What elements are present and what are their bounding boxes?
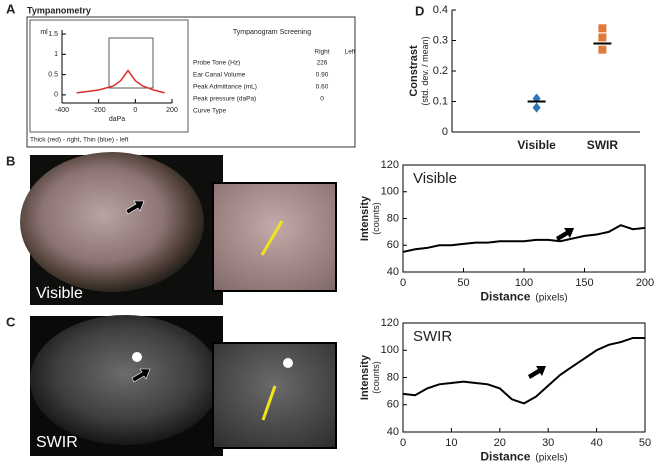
image-label: Visible [36, 285, 83, 302]
x-axis-label: Distance (pixels) [480, 449, 567, 463]
y-tick-label: 0.4 [433, 4, 448, 16]
data-point [532, 102, 541, 113]
normal-range-box [108, 37, 154, 89]
x-tick-label: 10 [445, 437, 457, 449]
x-tick-label: 150 [575, 277, 593, 289]
x-axis-label: Distance [480, 289, 530, 303]
x-axis-unit: (pixels) [535, 292, 567, 303]
panel-frame [26, 16, 356, 148]
y-tick-label: 40 [387, 266, 399, 278]
table-label: Probe Tone (Hz) [193, 60, 240, 67]
data-point [598, 33, 607, 42]
y-tick-label: 0 [54, 92, 58, 99]
y-axis-label: ml [40, 29, 48, 36]
y-tick-label: 80 [387, 212, 399, 224]
table-value: 0.60 [316, 84, 329, 91]
arrow [131, 368, 151, 383]
table-label: Peak Admittance (mL) [193, 84, 257, 91]
eardrum [20, 152, 204, 292]
x-tick-label: 0 [400, 437, 406, 449]
table-value: 226 [317, 60, 328, 67]
column-header: Right [314, 49, 329, 56]
x-tick-label: -400 [55, 107, 69, 114]
y-tick-label: 60 [387, 239, 399, 251]
caption: Thick (red) - right, Thin (blue) - left [30, 137, 129, 144]
panel-label: C [6, 314, 16, 329]
y-tick-label: 0 [442, 126, 448, 138]
profile-line [260, 220, 284, 256]
y-tick-label: 100 [381, 186, 399, 198]
y-tick-label: 80 [387, 371, 399, 383]
data-point [598, 24, 607, 33]
y-axis-unit: (std. dev. / mean) [420, 36, 430, 105]
arrow [556, 228, 574, 241]
y-tick-label: 1.5 [48, 31, 58, 38]
table-label: Ear Canal Volume [193, 72, 246, 79]
y-tick-label: 40 [387, 426, 399, 438]
x-tick-label: Visible [517, 138, 556, 152]
data-line [76, 69, 165, 94]
chart-title: Visible [413, 170, 457, 187]
x-tick-label: 200 [166, 107, 178, 114]
x-tick-label: 30 [542, 437, 554, 449]
y-axis-label: Constrast [408, 45, 420, 97]
table-label: Curve Type [193, 108, 227, 115]
x-tick-label: 100 [515, 277, 533, 289]
x-tick-label: 0 [400, 277, 406, 289]
reflection [132, 352, 142, 362]
panel-label: A [6, 1, 16, 16]
x-tick-label: SWIR [587, 138, 619, 152]
y-axis-label: Intensity [359, 354, 371, 400]
table-value: 0.90 [316, 72, 329, 79]
x-axis-label: daPa [109, 116, 125, 123]
x-tick-label: 50 [457, 277, 469, 289]
y-axis-unit: (counts) [371, 361, 381, 394]
y-tick-label: 1 [54, 51, 58, 58]
chart-title: SWIR [413, 328, 452, 345]
x-tick-label: 20 [494, 437, 506, 449]
y-tick-label: 120 [381, 159, 399, 171]
y-axis-label: Intensity(counts) [359, 195, 381, 241]
y-axis-label: Constrast(std. dev. / mean) [408, 36, 430, 105]
table-label: Peak pressure (daPa) [193, 96, 256, 103]
table-value: 0 [320, 96, 324, 103]
chart-title: Tympanometry [27, 5, 91, 15]
arrow [528, 366, 546, 379]
x-tick-label: -200 [92, 107, 106, 114]
arrow [125, 200, 145, 215]
profile-line [261, 385, 277, 421]
y-tick-label: 120 [381, 317, 399, 329]
inset-image [212, 182, 337, 292]
x-axis-label: daPa [109, 116, 125, 123]
image-label: SWIR [36, 434, 78, 451]
column-header: Left [345, 49, 356, 56]
x-tick-label: 0 [133, 107, 137, 114]
reflection [283, 358, 293, 368]
x-tick-label: 40 [590, 437, 602, 449]
y-tick-label: 0.2 [433, 65, 448, 77]
y-tick-label: 0.1 [433, 95, 448, 107]
data-line [402, 336, 645, 405]
panel-label: B [6, 153, 15, 168]
chart-frame [29, 19, 189, 133]
y-axis-label: Intensity(counts) [359, 354, 381, 400]
x-tick-label: 200 [636, 277, 654, 289]
data-point [598, 45, 607, 54]
x-axis-label: Distance [480, 449, 530, 463]
data-line [402, 224, 646, 253]
x-axis-unit: (pixels) [535, 452, 567, 463]
x-tick-label: 50 [639, 437, 651, 449]
eardrum [30, 315, 220, 445]
y-tick-label: 60 [387, 399, 399, 411]
y-tick-label: 0.3 [433, 34, 448, 46]
x-axis-label: Distance (pixels) [480, 289, 567, 303]
table-title: Tympanogram Screening [233, 29, 311, 36]
y-tick-label: 100 [381, 344, 399, 356]
panel-label: D [415, 3, 424, 18]
y-axis-unit: (counts) [371, 202, 381, 235]
y-axis-label: Intensity [359, 195, 371, 241]
y-tick-label: 0.5 [48, 71, 58, 78]
inset-image [212, 342, 337, 449]
